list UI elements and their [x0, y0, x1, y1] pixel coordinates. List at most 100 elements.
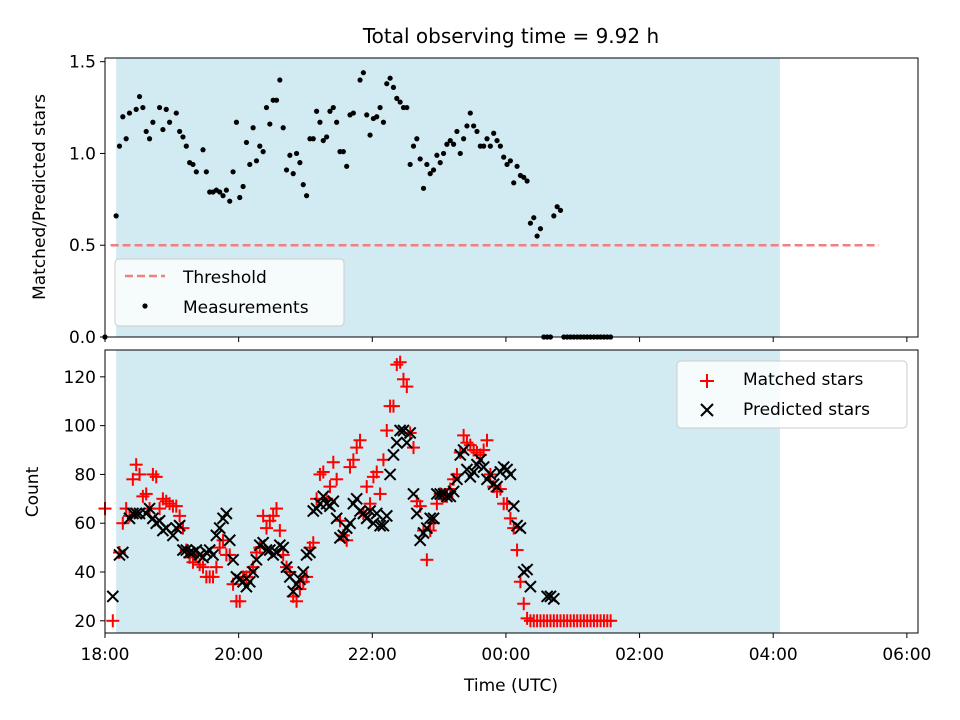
matched-star-point [149, 470, 163, 484]
measurement-point [243, 139, 250, 146]
measurement-point [484, 136, 490, 142]
predicted-star-point [350, 492, 363, 506]
predicted-star-point [467, 465, 480, 479]
measurement-point [327, 108, 333, 114]
measurement-point [471, 123, 477, 129]
measurement-point [384, 81, 390, 87]
measurement-point [344, 163, 350, 169]
measurement-point [223, 187, 229, 193]
matched-star-point [406, 441, 420, 455]
predicted-star-point [433, 487, 447, 501]
y-tick-label: 80 [74, 465, 96, 485]
measurement-point [481, 143, 487, 149]
measurement-point [494, 137, 500, 144]
measurement-point [203, 169, 209, 175]
predicted-star-point [143, 502, 156, 515]
predicted-star-point [474, 453, 487, 467]
matched-star-point [480, 433, 494, 447]
measurement-point [450, 141, 457, 147]
measurement-point [467, 110, 473, 116]
predicted-star-point [280, 560, 293, 574]
measurement-point [314, 108, 320, 114]
matched-star-point [400, 380, 414, 394]
measurement-point [440, 150, 447, 157]
measurement-point [420, 185, 427, 191]
matched-star-point [306, 536, 320, 550]
measurement-point [156, 104, 163, 111]
legend-matched-label: Matched stars [743, 370, 863, 390]
measurement-point [350, 110, 356, 116]
matched-star-point [360, 480, 374, 494]
predicted-star-point [524, 580, 537, 593]
predicted-star-point [397, 424, 410, 437]
measurement-point [320, 137, 326, 144]
predicted-star-point [380, 509, 393, 523]
chart-title: Total observing time = 9.92 h [362, 24, 659, 48]
measurement-point [227, 198, 233, 204]
measurement-point [390, 84, 397, 90]
legend-measurements-swatch [142, 303, 148, 309]
measurement-point [521, 174, 527, 180]
measurement-point [427, 171, 433, 177]
measurement-point [537, 226, 544, 232]
predicted-star-point [507, 499, 520, 513]
measurement-point [253, 158, 260, 164]
measurement-point [283, 167, 290, 173]
counts-legend: Matched stars Predicted stars [676, 360, 908, 429]
measurement-point [146, 136, 153, 142]
measurement-point [220, 193, 226, 199]
measurement-point [260, 149, 266, 155]
matched-star-point [346, 453, 360, 467]
matched-star-point [206, 570, 220, 584]
matched-star-point [353, 433, 367, 447]
matched-star-point [380, 424, 394, 438]
x-tick-label: 04:00 [749, 645, 798, 665]
measurement-point [437, 160, 443, 166]
predicted-star-point [303, 546, 317, 559]
matched-star-point [604, 614, 618, 628]
measurement-point [177, 128, 183, 135]
measurement-point [557, 207, 564, 213]
measurement-point [163, 106, 169, 112]
matched-star-point [510, 543, 524, 557]
predicted-star-point [427, 512, 440, 525]
matched-star-point [173, 509, 187, 523]
predicted-star-point [223, 534, 236, 547]
matched-star-point [216, 533, 230, 547]
measurement-point [410, 143, 417, 149]
predicted-star-point [213, 521, 226, 535]
predicted-star-point [327, 495, 340, 508]
x-tick-label: 00:00 [481, 645, 530, 665]
measurement-point [247, 161, 253, 168]
predicted-star-point [370, 507, 383, 520]
measurement-point [280, 125, 286, 131]
y-tick-label: 120 [64, 368, 96, 388]
measurement-point [447, 137, 453, 144]
measurement-point [340, 149, 346, 155]
matched-star-point [396, 372, 410, 386]
predicted-star-point [393, 424, 407, 437]
matched-star-point [273, 524, 287, 538]
predicted-star-point [363, 504, 377, 518]
measurement-point [180, 134, 186, 140]
measurement-point [380, 119, 387, 125]
legend-threshold-label: Threshold [182, 268, 267, 288]
matched-star-point [316, 465, 330, 479]
counts-plot-frame [104, 349, 919, 634]
predicted-star-point [387, 448, 400, 462]
matched-star-point [386, 399, 400, 413]
matched-star-point [133, 467, 147, 481]
measurement-point [217, 189, 223, 195]
measurement-point [133, 106, 139, 112]
measurement-point [497, 143, 503, 149]
measurement-point [360, 70, 366, 76]
predicted-star-point [490, 480, 504, 493]
measurement-point [250, 125, 256, 131]
measurement-point [183, 143, 189, 149]
y-tick-label: 20 [74, 612, 96, 632]
measurement-point [524, 178, 530, 184]
measurement-point [113, 213, 119, 219]
matched-star-point [129, 458, 143, 472]
predicted-star-point [286, 585, 300, 598]
predicted-star-point [373, 519, 387, 532]
